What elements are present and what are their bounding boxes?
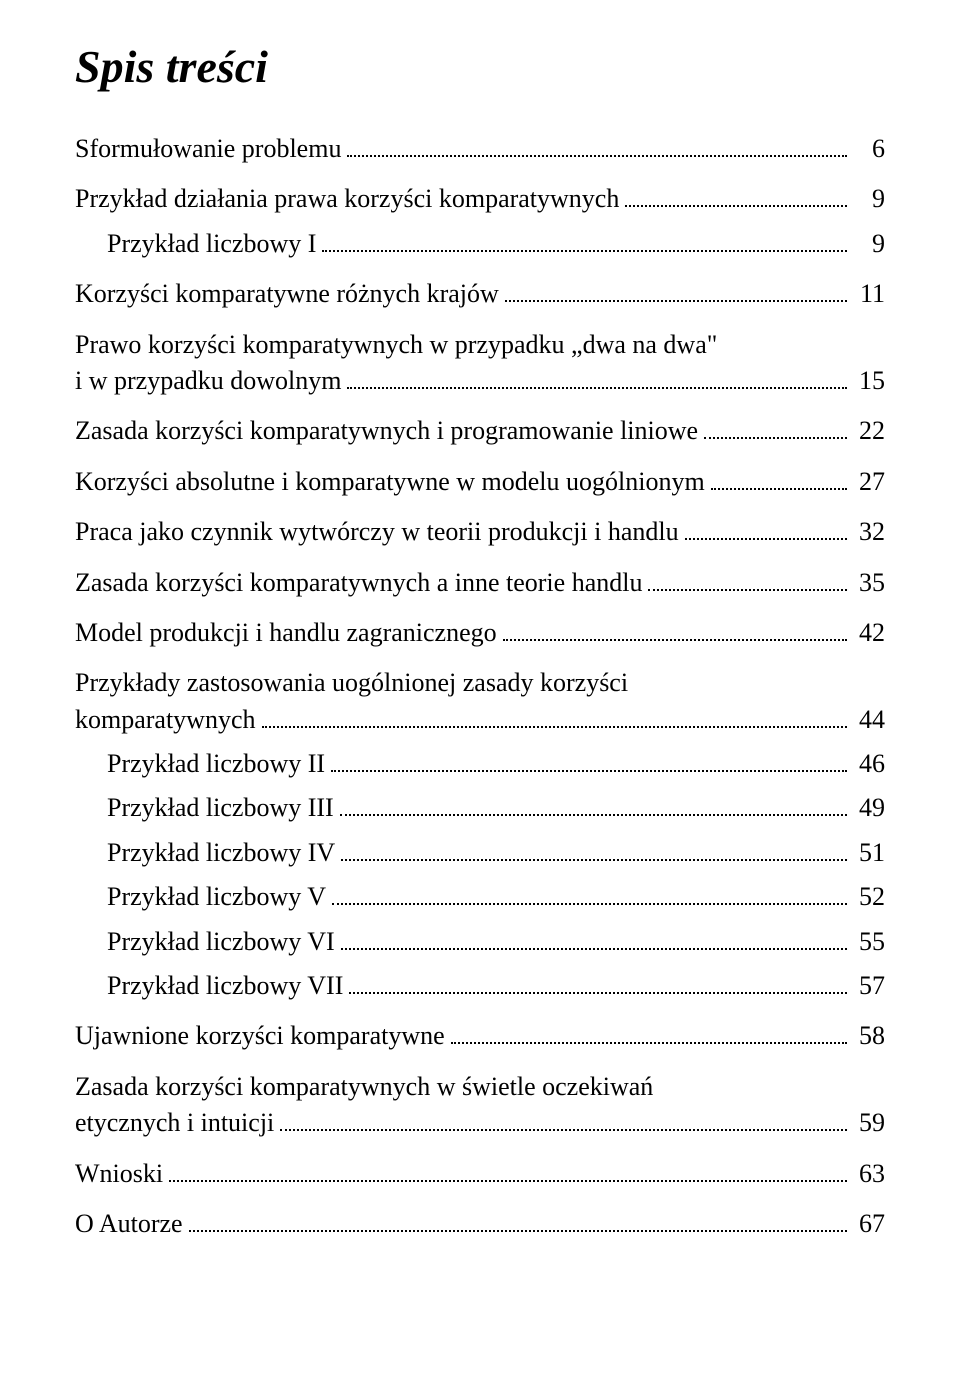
toc-entry-page: 58 (853, 1021, 885, 1051)
toc-entry-page: 52 (853, 882, 885, 912)
toc-entry-page: 9 (853, 229, 885, 259)
toc-entry-line: komparatywnych 44 (75, 702, 885, 738)
toc-entry: O Autorze 67 (75, 1206, 885, 1242)
toc-leader (189, 1229, 847, 1232)
toc-entry-label: Przykład liczbowy II (75, 746, 325, 782)
page-title: Spis treści (75, 40, 885, 93)
toc-leader (341, 947, 847, 950)
toc-entry: Przykłady zastosowania uogólnionej zasad… (75, 665, 885, 738)
toc-entry-label: etycznych i intuicji (75, 1105, 274, 1141)
toc-leader (704, 436, 847, 439)
toc-entry: Przykład działania prawa korzyści kompar… (75, 181, 885, 217)
toc-entry: Ujawnione korzyści komparatywne 58 (75, 1018, 885, 1054)
toc-entry-label: O Autorze (75, 1206, 183, 1242)
toc-entry-label: Zasada korzyści komparatywnych w świetle… (75, 1069, 885, 1105)
toc-entry-page: 49 (853, 793, 885, 823)
toc-entry-label: komparatywnych (75, 702, 256, 738)
toc-entry: Zasada korzyści komparatywnych a inne te… (75, 565, 885, 601)
toc-entry-label: Sformułowanie problemu (75, 131, 341, 167)
toc-entry-page: 11 (853, 279, 885, 309)
toc-leader (347, 386, 847, 389)
toc-entry-label: Przykład liczbowy I (75, 226, 316, 262)
toc-leader (341, 858, 847, 861)
toc-leader (262, 725, 847, 728)
toc-leader (685, 537, 847, 540)
toc-leader (169, 1179, 847, 1182)
toc-entry-line: etycznych i intuicji 59 (75, 1105, 885, 1141)
toc-leader (347, 154, 847, 157)
toc-entry-label: Przykład liczbowy IV (75, 835, 335, 871)
toc-entry-label: Zasada korzyści komparatywnych a inne te… (75, 565, 642, 601)
toc-entry-line: i w przypadku dowolnym 15 (75, 363, 885, 399)
toc-entry-page: 15 (853, 366, 885, 396)
toc-leader (332, 902, 847, 905)
toc-entry: Zasada korzyści komparatywnych i program… (75, 413, 885, 449)
toc-leader (648, 588, 847, 591)
toc-leader (280, 1128, 847, 1131)
toc-entry-label: Przykład liczbowy V (75, 879, 326, 915)
toc-leader (503, 638, 847, 641)
table-of-contents: Sformułowanie problemu 6 Przykład działani… (75, 131, 885, 1242)
toc-entry-page: 67 (853, 1209, 885, 1239)
toc-entry-page: 22 (853, 416, 885, 446)
toc-leader (322, 249, 847, 252)
toc-entry: Sformułowanie problemu 6 (75, 131, 885, 167)
toc-entry-label: Wnioski (75, 1156, 163, 1192)
toc-entry-page: 6 (853, 134, 885, 164)
toc-entry-page: 51 (853, 838, 885, 868)
toc-entry-label: Korzyści absolutne i komparatywne w mode… (75, 464, 705, 500)
toc-entry: Wnioski 63 (75, 1156, 885, 1192)
toc-entry-page: 35 (853, 568, 885, 598)
toc-entry-label: Ujawnione korzyści komparatywne (75, 1018, 445, 1054)
page: Spis treści Sformułowanie problemu 6 Przyk… (0, 0, 960, 1290)
toc-entry-page: 9 (853, 184, 885, 214)
toc-leader (505, 299, 847, 302)
toc-entry-label: Praca jako czynnik wytwórczy w teorii pr… (75, 514, 679, 550)
toc-leader (711, 487, 847, 490)
toc-entry-label: Przykład liczbowy III (75, 790, 334, 826)
toc-leader (625, 204, 847, 207)
toc-leader (451, 1041, 847, 1044)
toc-entry: Przykład liczbowy III 49 (75, 790, 885, 826)
toc-entry-page: 42 (853, 618, 885, 648)
toc-entry-label: Przykłady zastosowania uogólnionej zasad… (75, 665, 885, 701)
toc-entry-page: 57 (853, 971, 885, 1001)
toc-entry-label: Zasada korzyści komparatywnych i program… (75, 413, 698, 449)
toc-entry: Prawo korzyści komparatywnych w przypadk… (75, 327, 885, 400)
toc-entry-label: i w przypadku dowolnym (75, 363, 341, 399)
toc-entry-label: Przykład liczbowy VI (75, 924, 335, 960)
toc-entry: Korzyści komparatywne różnych krajów 11 (75, 276, 885, 312)
toc-leader (340, 813, 847, 816)
toc-entry: Przykład liczbowy VII 57 (75, 968, 885, 1004)
toc-entry-page: 27 (853, 467, 885, 497)
toc-entry-page: 44 (853, 705, 885, 735)
toc-entry: Model produkcji i handlu zagranicznego 42 (75, 615, 885, 651)
toc-entry: Praca jako czynnik wytwórczy w teorii pr… (75, 514, 885, 550)
toc-leader (331, 769, 847, 772)
toc-entry-label: Prawo korzyści komparatywnych w przypadk… (75, 327, 885, 363)
toc-entry: Korzyści absolutne i komparatywne w mode… (75, 464, 885, 500)
toc-entry-label: Korzyści komparatywne różnych krajów (75, 276, 499, 312)
toc-entry-page: 32 (853, 517, 885, 547)
toc-entry: Przykład liczbowy VI 55 (75, 924, 885, 960)
toc-entry-label: Przykład działania prawa korzyści kompar… (75, 181, 619, 217)
toc-entry-page: 55 (853, 927, 885, 957)
toc-entry: Zasada korzyści komparatywnych w świetle… (75, 1069, 885, 1142)
toc-entry-page: 46 (853, 749, 885, 779)
toc-leader (349, 991, 847, 994)
toc-entry: Przykład liczbowy V 52 (75, 879, 885, 915)
toc-entry: Przykład liczbowy II 46 (75, 746, 885, 782)
toc-entry-label: Model produkcji i handlu zagranicznego (75, 615, 497, 651)
toc-entry: Przykład liczbowy IV 51 (75, 835, 885, 871)
toc-entry-page: 63 (853, 1159, 885, 1189)
toc-entry: Przykład liczbowy I 9 (75, 226, 885, 262)
toc-entry-page: 59 (853, 1108, 885, 1138)
toc-entry-label: Przykład liczbowy VII (75, 968, 343, 1004)
